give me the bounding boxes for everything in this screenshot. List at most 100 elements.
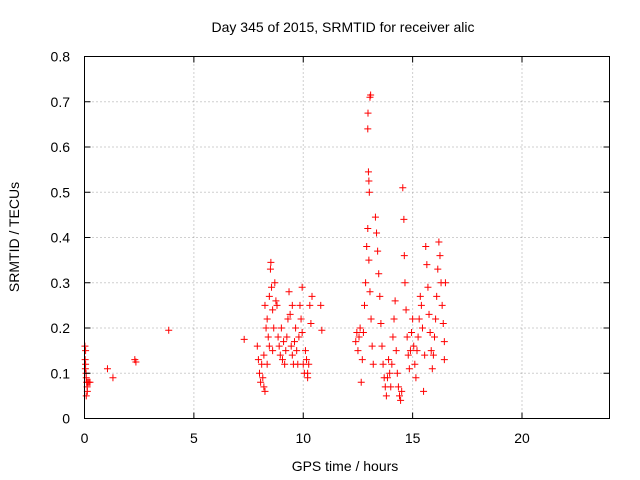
data-point [261,387,269,395]
data-point [411,360,419,368]
data-point [410,342,418,350]
data-point [269,347,277,355]
data-point [276,351,284,359]
data-point [266,265,274,273]
data-point [385,356,393,364]
data-point [358,356,366,364]
data-point [388,360,396,368]
data-point [257,378,265,386]
data-point [406,347,414,355]
data-point [405,365,413,373]
data-point [363,243,371,251]
data-point [103,365,111,373]
data-point [382,392,390,400]
data-point [272,297,280,305]
data-point [256,369,263,377]
data-point [292,324,300,332]
data-point [263,360,271,368]
data-point [284,315,292,323]
data-point [283,333,291,341]
data-point [352,338,360,346]
x-tick-labels: 0 5 10 15 20 [81,430,530,446]
data-point [240,335,248,343]
data-point [301,347,309,355]
data-point [368,342,376,350]
data-point [435,238,443,246]
data-point [364,168,372,176]
data-point [261,301,269,309]
data-point [165,326,173,334]
y-tick-label: 0.4 [51,230,71,246]
data-point [278,356,286,364]
data-point [286,310,294,318]
data-point [394,383,402,391]
data-point [317,301,325,309]
data-point [354,347,362,355]
y-tick-label: 0.6 [51,139,71,155]
data-point [285,288,293,296]
data-point [389,333,397,341]
x-axis-label: GPS time / hours [292,458,399,474]
data-point [361,301,368,309]
data-point [81,365,89,373]
data-point [280,338,288,346]
data-point [307,319,315,327]
x-tick-label: 5 [190,430,198,446]
data-point [378,342,386,350]
data-point [306,301,314,309]
data-point [273,301,281,309]
data-point [268,283,276,291]
data-point [402,306,410,314]
data-point [295,333,303,341]
y-tick-label: 0.1 [51,365,71,381]
data-point [298,283,306,291]
data-point [282,347,290,355]
data-point [377,319,385,327]
data-point [260,383,268,391]
data-point [318,326,326,334]
data-point [356,324,364,332]
data-point [262,324,270,332]
data-point [366,288,374,296]
data-point [265,292,273,300]
data-point [386,369,394,377]
data-point [429,351,437,359]
data-point [271,279,279,287]
data-point [409,315,417,323]
x-tick-label: 20 [514,430,530,446]
data-point [304,374,312,382]
data-point [287,342,295,350]
data-point [399,184,407,192]
data-point [404,351,412,359]
chart-title: Day 345 of 2015, SRMTID for receiver ali… [212,19,475,35]
x-tick-label: 15 [405,430,421,446]
data-point [396,392,403,400]
data-point [422,243,430,251]
data-point [369,360,377,368]
data-point [413,347,421,355]
data-point [387,383,395,391]
data-point [265,342,273,350]
y-tick-label: 0.8 [51,49,71,65]
data-point [293,347,301,355]
data-point [298,329,306,337]
data-point [420,387,428,395]
data-point [263,315,271,323]
data-point [376,292,384,300]
data-point [277,324,285,332]
data-point [416,292,424,300]
data-point [365,188,373,196]
y-tick-labels: 0 0.1 0.2 0.3 0.4 0.5 0.6 0.7 0.8 [51,49,71,427]
data-point [391,297,399,305]
data-point [408,329,416,337]
data-point [414,333,422,341]
data-point [281,360,289,368]
data-point [288,351,296,359]
data-point [383,374,391,382]
data-point [425,310,433,318]
data-point [86,378,94,386]
data-point [438,301,446,309]
data-point [254,356,262,364]
data-point [412,374,420,382]
data-point [426,329,434,337]
